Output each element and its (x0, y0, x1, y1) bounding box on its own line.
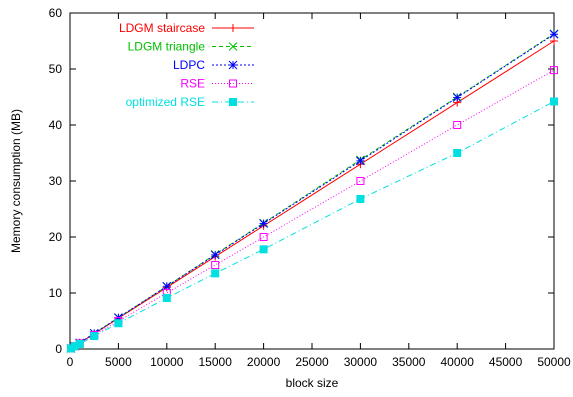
x-tick-label: 0 (67, 355, 74, 369)
legend-label-rse: RSE (180, 77, 205, 91)
legend-marker-ldgm-triangle (228, 42, 238, 51)
data-point-ldgm-staircase (550, 37, 558, 45)
data-point-rse (259, 233, 268, 241)
data-point-optimized-rse (211, 269, 220, 278)
data-point-rse (356, 177, 365, 185)
series-line-ldgm-staircase (70, 40, 555, 349)
data-point-rse (550, 66, 558, 75)
x-tick-label: 25000 (295, 355, 329, 369)
y-tick-label: 10 (49, 286, 63, 300)
y-tick-label: 30 (49, 174, 63, 188)
x-tick-label: 35000 (392, 355, 426, 369)
series-optimized-rse (66, 97, 558, 353)
series-ldgm-staircase (66, 37, 558, 353)
series-line-optimized-rse (70, 101, 555, 349)
data-point-optimized-rse (356, 194, 365, 203)
y-tick-label: 60 (49, 6, 63, 20)
data-point-ldpc (356, 156, 365, 166)
legend-label-ldpc: LDPC (173, 58, 205, 72)
data-point-ldpc (210, 250, 220, 260)
legend-label-ldgm-staircase: LDGM staircase (119, 21, 205, 35)
legend-marker-rse (229, 79, 237, 88)
y-tick-label: 50 (49, 62, 63, 76)
data-point-ldpc (259, 219, 268, 228)
data-point-optimized-rse (75, 339, 84, 348)
series-line-rse (70, 69, 555, 349)
x-axis-label: block size (286, 376, 339, 390)
data-point-optimized-rse (259, 245, 268, 254)
x-tick-label: 40000 (441, 355, 475, 369)
series-line-ldgm-triangle (70, 33, 555, 349)
x-tick-label: 5000 (105, 355, 132, 369)
x-tick-label: 30000 (344, 355, 378, 369)
data-point-optimized-rse (550, 97, 558, 106)
y-tick-label: 40 (49, 118, 63, 132)
data-point-rse (453, 121, 462, 129)
y-axis-label: Memory consumption (MB) (9, 109, 23, 253)
x-tick-label: 10000 (150, 355, 184, 369)
legend: LDGM staircase LDGM triangle LDPC RSE optimi… (119, 21, 254, 109)
series-rse (66, 66, 558, 353)
data-point-optimized-rse (114, 319, 123, 328)
data-point-ldpc (452, 93, 462, 102)
x-tick-label: 15000 (199, 355, 233, 369)
y-tick-label: 0 (55, 342, 62, 356)
data-point-ldpc (162, 281, 172, 291)
axis-ticks: 0 5000 10000 15000 20000 25000 30000 35000 40000… (49, 6, 571, 369)
data-point-optimized-rse (162, 294, 171, 303)
legend-marker-ldpc (228, 60, 238, 70)
legend-marker-optimized-rse (229, 98, 237, 106)
legend-marker-ldgm-staircase (229, 24, 237, 32)
data-point-optimized-rse (90, 332, 99, 341)
plot-frame (69, 12, 555, 350)
data-point-rse (211, 261, 220, 269)
x-tick-label: 45000 (489, 355, 523, 369)
y-tick-label: 20 (49, 230, 63, 244)
legend-label-ldgm-triangle: LDGM triangle (128, 40, 206, 54)
series-group (66, 29, 559, 353)
data-point-optimized-rse (453, 149, 462, 157)
data-point-ldpc (549, 29, 559, 39)
legend-label-optimized-rse: optimized RSE (126, 95, 205, 109)
x-tick-label: 50000 (537, 355, 571, 369)
x-tick-label: 20000 (247, 355, 281, 369)
